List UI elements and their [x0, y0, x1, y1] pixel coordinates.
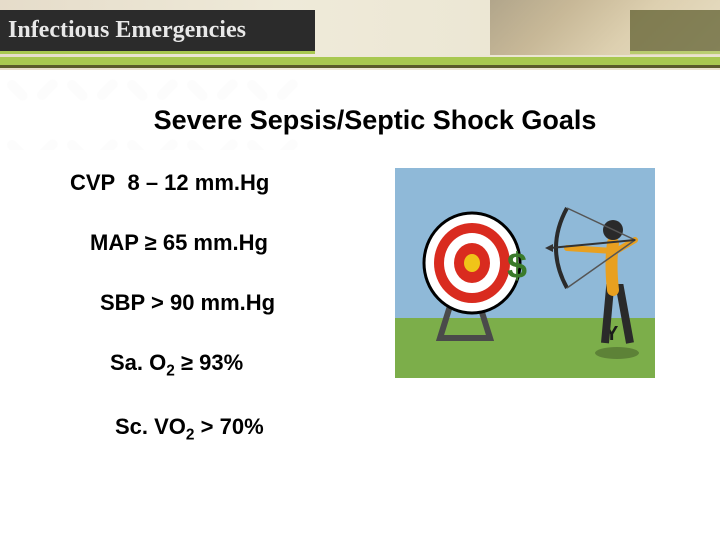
goal-value: 8 – 12 mm.Hg	[127, 170, 269, 195]
category-header-box: Infectious Emergencies	[0, 10, 315, 54]
goal-map: MAP ≥ 65 mm.Hg	[90, 230, 410, 256]
dollar-icon: $	[507, 245, 527, 286]
top-right-block	[630, 10, 720, 54]
archer-target-illustration: $ Y	[395, 168, 655, 378]
goal-value: 65 mm.Hg	[163, 230, 268, 255]
goal-value: 90 mm.Hg	[170, 290, 275, 315]
goal-sao2: Sa. O2 ≥ 93%	[110, 350, 410, 380]
top-banner: Infectious Emergencies	[0, 0, 720, 70]
goal-label: MAP	[90, 230, 139, 255]
accent-bar	[0, 55, 720, 70]
goal-sub: 2	[186, 427, 195, 444]
goal-label: Sa. O	[110, 350, 166, 375]
accent-dark-stripe	[0, 65, 720, 68]
target	[424, 213, 520, 313]
goal-value: 93%	[199, 350, 243, 375]
goal-cvp: CVP 8 – 12 mm.Hg	[70, 170, 410, 196]
goal-op: ≥	[145, 230, 157, 255]
goal-op: >	[201, 414, 214, 439]
goals-list: CVP 8 – 12 mm.Hg MAP ≥ 65 mm.Hg SBP > 90…	[70, 170, 410, 479]
archer-shadow	[595, 347, 639, 359]
accent-green-stripe	[0, 57, 720, 65]
goal-op: >	[151, 290, 164, 315]
goal-label: SBP	[100, 290, 145, 315]
goal-label: Sc. VO	[115, 414, 186, 439]
category-title: Infectious Emergencies	[8, 17, 246, 44]
goal-sbp: SBP > 90 mm.Hg	[100, 290, 410, 316]
goal-scvo2: Sc. VO2 > 70%	[115, 414, 410, 444]
goal-op: ≥	[181, 350, 193, 375]
goal-label: CVP	[70, 170, 115, 195]
goal-sub: 2	[166, 362, 175, 379]
goal-value: 70%	[220, 414, 264, 439]
slide-title: Severe Sepsis/Septic Shock Goals	[0, 105, 720, 136]
